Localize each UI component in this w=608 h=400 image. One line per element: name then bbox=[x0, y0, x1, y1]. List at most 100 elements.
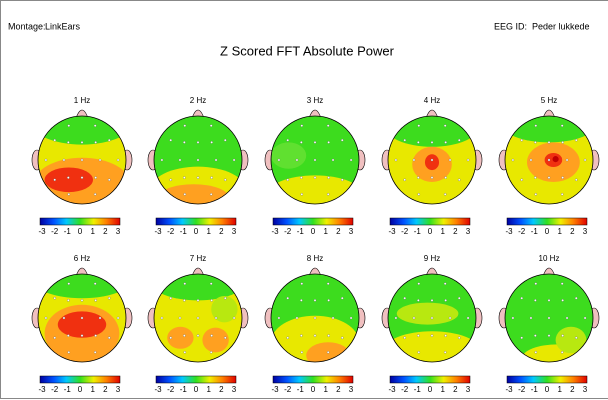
electrode bbox=[278, 159, 280, 161]
electrode bbox=[444, 125, 446, 127]
color-bar-tick-label: -3 bbox=[388, 227, 396, 236]
electrode bbox=[548, 177, 550, 179]
electrode bbox=[300, 335, 302, 337]
electrode bbox=[54, 337, 56, 339]
electrode bbox=[211, 299, 213, 301]
electrode bbox=[341, 179, 343, 181]
electrode bbox=[332, 317, 334, 319]
color-bar-tick-label: 0 bbox=[545, 227, 550, 236]
electrode bbox=[341, 337, 343, 339]
color-bar-tick-label: 1 bbox=[557, 227, 562, 236]
electrode bbox=[562, 177, 564, 179]
electrode bbox=[458, 337, 460, 339]
power-region bbox=[202, 328, 228, 353]
map-label: 10 Hz bbox=[539, 254, 560, 263]
color-bar-tick-label: -2 bbox=[401, 227, 409, 236]
electrode bbox=[94, 193, 96, 195]
electrode bbox=[444, 193, 446, 195]
electrode bbox=[535, 125, 537, 127]
electrode bbox=[350, 317, 352, 319]
electrode bbox=[278, 317, 280, 319]
electrode bbox=[327, 351, 329, 353]
electrode bbox=[179, 159, 181, 161]
power-region bbox=[271, 142, 306, 168]
electrode bbox=[81, 159, 83, 161]
color-bar-tick-label: 3 bbox=[232, 227, 237, 236]
electrode bbox=[301, 125, 303, 127]
electrode bbox=[54, 139, 56, 141]
color-bar bbox=[273, 376, 353, 383]
electrode bbox=[417, 335, 419, 337]
color-bar-tick-label: -1 bbox=[531, 227, 539, 236]
electrode bbox=[184, 351, 186, 353]
electrode bbox=[418, 351, 420, 353]
electrode bbox=[534, 335, 536, 337]
electrode bbox=[211, 141, 213, 143]
electrode bbox=[233, 159, 235, 161]
color-bar-tick-label: 1 bbox=[206, 385, 211, 394]
color-bar-tick-label: 1 bbox=[323, 227, 328, 236]
electrode bbox=[54, 297, 56, 299]
electrode bbox=[296, 317, 298, 319]
electrode bbox=[575, 337, 577, 339]
electrode bbox=[548, 317, 550, 319]
electrode bbox=[170, 297, 172, 299]
electrode bbox=[81, 141, 83, 143]
electrode bbox=[211, 177, 213, 179]
map-label: 8 Hz bbox=[307, 254, 323, 263]
electrode bbox=[561, 125, 563, 127]
electrode bbox=[328, 177, 330, 179]
color-bar-tick-label: 3 bbox=[583, 227, 588, 236]
electrode bbox=[548, 299, 550, 301]
map-label: 2 Hz bbox=[190, 96, 206, 105]
color-bar-tick-label: 2 bbox=[453, 385, 458, 394]
color-bar-tick-label: 1 bbox=[323, 385, 328, 394]
map-label: 3 Hz bbox=[307, 96, 323, 105]
electrode bbox=[170, 179, 172, 181]
electrode bbox=[215, 317, 217, 319]
color-bar-tick-label: 3 bbox=[349, 385, 354, 394]
color-bar-tick-label: -2 bbox=[284, 385, 292, 394]
electrode bbox=[445, 177, 447, 179]
electrode bbox=[197, 317, 199, 319]
color-bar bbox=[40, 376, 120, 383]
page-title: Z Scored FFT Absolute Power bbox=[220, 43, 395, 58]
power-region bbox=[58, 311, 106, 337]
electrode bbox=[197, 335, 199, 337]
color-bar-tick-label: 3 bbox=[583, 385, 588, 394]
electrode bbox=[431, 317, 433, 319]
electrode bbox=[404, 139, 406, 141]
electrode bbox=[561, 283, 563, 285]
electrode bbox=[63, 159, 65, 161]
electrode bbox=[350, 159, 352, 161]
electrode bbox=[301, 193, 303, 195]
color-bar-tick-label: -3 bbox=[38, 227, 46, 236]
electrode bbox=[314, 159, 316, 161]
electrode bbox=[95, 335, 97, 337]
electrode bbox=[327, 283, 329, 285]
electrode bbox=[535, 193, 537, 195]
electrode bbox=[68, 283, 70, 285]
electrode bbox=[54, 179, 56, 181]
electrode bbox=[562, 141, 564, 143]
electrode bbox=[95, 299, 97, 301]
electrode bbox=[184, 193, 186, 195]
electrode bbox=[314, 141, 316, 143]
color-bar-tick-label: 0 bbox=[78, 227, 83, 236]
map-label: 6 Hz bbox=[74, 254, 90, 263]
color-bar bbox=[40, 218, 120, 225]
electrode bbox=[562, 335, 564, 337]
electrode bbox=[81, 299, 83, 301]
electrode bbox=[561, 193, 563, 195]
electrode bbox=[301, 283, 303, 285]
color-bar-tick-label: 1 bbox=[440, 227, 445, 236]
color-bar-tick-label: 0 bbox=[194, 227, 199, 236]
electrode bbox=[300, 177, 302, 179]
color-bar-tick-label: -2 bbox=[167, 227, 175, 236]
electrode bbox=[584, 159, 586, 161]
color-bar-tick-label: -1 bbox=[64, 385, 72, 394]
electrode bbox=[210, 351, 212, 353]
electrode bbox=[233, 317, 235, 319]
electrode bbox=[575, 179, 577, 181]
electrode bbox=[575, 297, 577, 299]
